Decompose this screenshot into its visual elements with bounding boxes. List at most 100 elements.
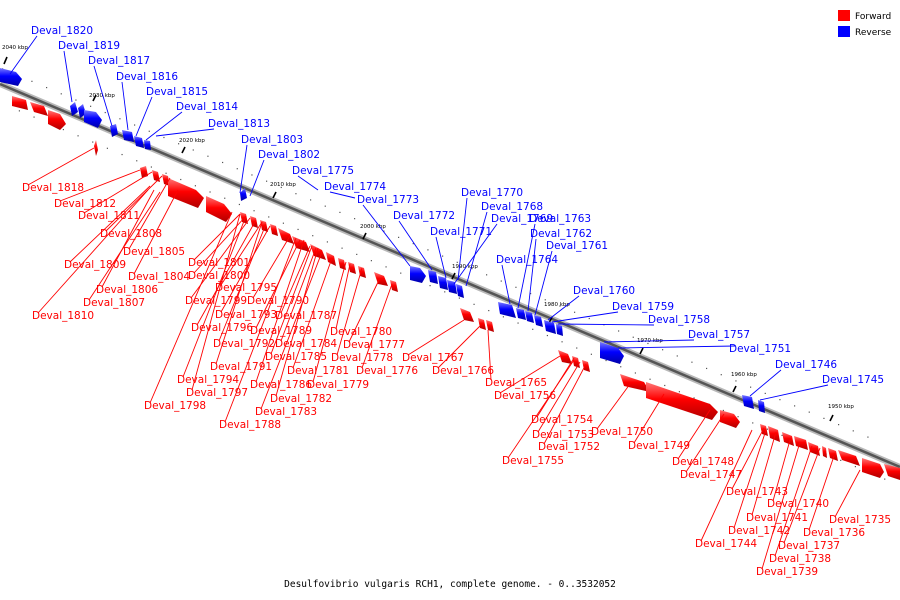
forward-gene-label[interactable]: Deval_1756 (494, 390, 556, 402)
gene-forward[interactable] (12, 96, 28, 110)
forward-gene-label[interactable]: Deval_1742 (728, 525, 790, 537)
gene-reverse[interactable] (428, 270, 438, 284)
forward-gene-label[interactable]: Deval_1796 (191, 322, 253, 334)
forward-gene-label[interactable]: Deval_1804 (128, 271, 190, 283)
gene-forward[interactable] (760, 424, 768, 436)
gene-forward[interactable] (862, 458, 884, 478)
reverse-gene-label[interactable]: Deval_1819 (58, 40, 120, 52)
forward-gene-label[interactable]: Deval_1801 (188, 257, 250, 269)
forward-gene-label[interactable]: Deval_1736 (803, 527, 865, 539)
forward-gene-label[interactable]: Deval_1748 (672, 456, 734, 468)
gene-reverse[interactable] (134, 136, 144, 148)
forward-gene-label[interactable]: Deval_1810 (32, 310, 94, 322)
forward-gene-label[interactable]: Deval_1808 (100, 228, 162, 240)
gene-reverse[interactable] (544, 320, 556, 334)
gene-forward[interactable] (460, 308, 474, 322)
reverse-gene-label[interactable]: Deval_1758 (648, 314, 710, 326)
reverse-gene-label[interactable]: Deval_1775 (292, 165, 354, 177)
gene-forward[interactable] (884, 464, 900, 480)
gene-forward[interactable] (486, 320, 494, 332)
forward-gene-label[interactable]: Deval_1789 (250, 325, 312, 337)
gene-forward[interactable] (558, 350, 572, 364)
reverse-gene-label[interactable]: Deval_1817 (88, 55, 150, 67)
forward-gene-label[interactable]: Deval_1743 (726, 486, 788, 498)
gene-reverse[interactable] (525, 311, 534, 323)
forward-gene-label[interactable]: Deval_1782 (270, 393, 332, 405)
forward-gene-label[interactable]: Deval_1805 (123, 246, 185, 258)
reverse-gene-label[interactable]: Deval_1769 (491, 213, 553, 225)
forward-gene-label[interactable]: Deval_1799 (185, 295, 247, 307)
gene-reverse[interactable] (456, 284, 464, 298)
forward-gene-label[interactable]: Deval_1753 (532, 429, 594, 441)
reverse-gene-label[interactable]: Deval_1759 (612, 301, 674, 313)
forward-gene-label[interactable]: Deval_1793 (215, 309, 277, 321)
forward-gene-label[interactable]: Deval_1740 (767, 498, 829, 510)
gene-reverse[interactable] (122, 130, 134, 142)
gene-reverse[interactable] (240, 188, 247, 201)
gene-reverse[interactable] (110, 124, 118, 137)
gene-forward[interactable] (278, 228, 294, 244)
reverse-gene-label[interactable]: Deval_1757 (688, 329, 750, 341)
reverse-gene-label[interactable]: Deval_1770 (461, 187, 523, 199)
gene-forward[interactable] (310, 244, 326, 260)
gene-forward[interactable] (572, 356, 580, 368)
gene-forward[interactable] (152, 170, 160, 182)
gene-reverse[interactable] (742, 395, 754, 409)
gene-reverse[interactable] (410, 266, 426, 283)
forward-gene-label[interactable]: Deval_1791 (210, 361, 272, 373)
forward-gene-label[interactable]: Deval_1784 (275, 338, 337, 350)
reverse-gene-label[interactable]: Deval_1760 (573, 285, 635, 297)
gene-forward[interactable] (582, 360, 590, 372)
forward-gene-label[interactable]: Deval_1749 (628, 440, 690, 452)
forward-gene-label[interactable]: Deval_1765 (485, 377, 547, 389)
reverse-gene-label[interactable]: Deval_1762 (530, 228, 592, 240)
forward-gene-label[interactable]: Deval_1783 (255, 406, 317, 418)
reverse-gene-label[interactable]: Deval_1815 (146, 86, 208, 98)
forward-gene-label[interactable]: Deval_1809 (64, 259, 126, 271)
forward-gene-label[interactable]: Deval_1797 (186, 387, 248, 399)
forward-gene-label[interactable]: Deval_1779 (307, 379, 369, 391)
gene-forward[interactable] (206, 196, 232, 222)
gene-reverse[interactable] (0, 68, 22, 86)
gene-reverse[interactable] (758, 400, 765, 413)
reverse-gene-label[interactable]: Deval_1771 (430, 226, 492, 238)
gene-forward[interactable] (828, 448, 838, 461)
forward-gene-label[interactable]: Deval_1792 (213, 338, 275, 350)
gene-reverse[interactable] (498, 302, 516, 318)
gene-reverse[interactable] (600, 342, 624, 364)
forward-gene-label[interactable]: Deval_1812 (54, 198, 116, 210)
forward-gene-label[interactable]: Deval_1794 (177, 374, 239, 386)
reverse-gene-label[interactable]: Deval_1774 (324, 181, 386, 193)
gene-forward[interactable] (270, 224, 278, 236)
gene-forward[interactable] (768, 426, 780, 442)
gene-forward[interactable] (338, 258, 346, 270)
gene-forward[interactable] (94, 140, 98, 156)
forward-gene-label[interactable]: Deval_1785 (265, 351, 327, 363)
gene-forward[interactable] (822, 446, 827, 458)
forward-gene-label[interactable]: Deval_1781 (287, 365, 349, 377)
gene-forward[interactable] (478, 318, 486, 330)
gene-forward[interactable] (808, 442, 820, 456)
forward-gene-label[interactable]: Deval_1750 (591, 426, 653, 438)
gene-forward[interactable] (390, 280, 398, 292)
reverse-gene-label[interactable]: Deval_1745 (822, 374, 884, 386)
forward-gene-label[interactable]: Deval_1776 (356, 365, 418, 377)
forward-gene-label[interactable]: Deval_1737 (778, 540, 840, 552)
forward-gene-label[interactable]: Deval_1747 (680, 469, 742, 481)
forward-gene-label[interactable]: Deval_1766 (432, 365, 494, 377)
forward-gene-label[interactable]: Deval_1787 (275, 310, 337, 322)
gene-forward[interactable] (30, 102, 48, 116)
gene-forward[interactable] (620, 374, 650, 392)
reverse-gene-label[interactable]: Deval_1813 (208, 118, 270, 130)
forward-gene-label[interactable]: Deval_1777 (343, 339, 405, 351)
reverse-gene-label[interactable]: Deval_1773 (357, 194, 419, 206)
forward-gene-label[interactable]: Deval_1811 (78, 210, 140, 222)
forward-gene-label[interactable]: Deval_1778 (331, 352, 393, 364)
gene-forward[interactable] (260, 220, 268, 232)
forward-gene-label[interactable]: Deval_1744 (695, 538, 757, 550)
reverse-gene-label[interactable]: Deval_1761 (546, 240, 608, 252)
gene-forward[interactable] (646, 382, 718, 420)
forward-gene-label[interactable]: Deval_1755 (502, 455, 564, 467)
forward-gene-label[interactable]: Deval_1807 (83, 297, 145, 309)
gene-forward[interactable] (374, 272, 388, 286)
